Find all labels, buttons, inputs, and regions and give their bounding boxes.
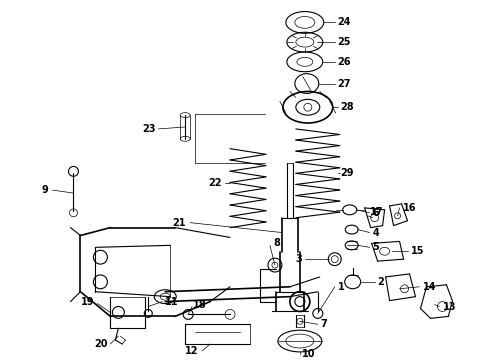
Text: 25: 25	[338, 37, 351, 47]
Text: 14: 14	[422, 282, 436, 292]
Text: 5: 5	[372, 242, 379, 252]
Text: 21: 21	[172, 218, 186, 228]
Text: 1: 1	[338, 282, 344, 292]
Text: 29: 29	[341, 168, 354, 178]
Text: 2: 2	[378, 277, 384, 287]
Text: 19: 19	[81, 297, 95, 307]
Text: 17: 17	[369, 207, 383, 217]
Text: 12: 12	[185, 346, 198, 356]
Text: 18: 18	[193, 300, 207, 310]
Text: 20: 20	[94, 339, 107, 349]
Text: 16: 16	[403, 203, 416, 213]
Text: 23: 23	[142, 124, 155, 134]
Text: 24: 24	[338, 17, 351, 27]
Text: 11: 11	[165, 297, 179, 307]
Text: 26: 26	[338, 57, 351, 67]
Text: 15: 15	[411, 246, 424, 256]
Text: 7: 7	[321, 319, 327, 329]
Text: 8: 8	[273, 238, 280, 248]
Text: 13: 13	[442, 302, 456, 311]
Text: 10: 10	[302, 349, 316, 359]
Text: 27: 27	[338, 78, 351, 89]
Text: 9: 9	[42, 185, 49, 195]
Text: 28: 28	[341, 102, 354, 112]
Text: 4: 4	[372, 228, 379, 238]
Text: 22: 22	[209, 178, 222, 188]
Text: 3: 3	[295, 254, 302, 264]
Text: 6: 6	[372, 208, 379, 218]
